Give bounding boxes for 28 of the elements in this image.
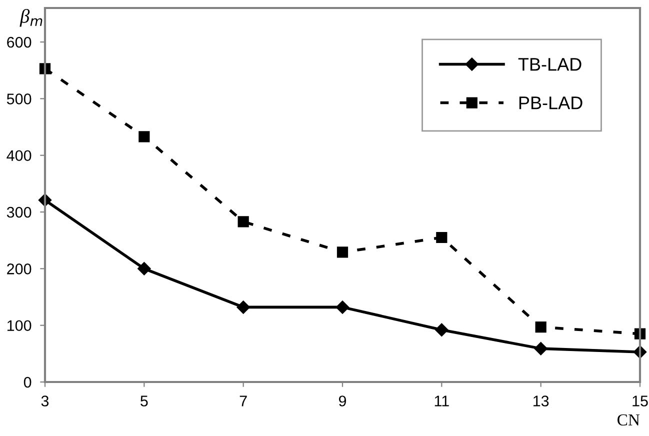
y-tick-label: 0 — [24, 376, 32, 388]
y-tick-label: 600 — [7, 36, 32, 48]
point — [336, 246, 348, 258]
x-tick-label: 7 — [240, 396, 247, 406]
legend-label: PB-LAD — [519, 96, 582, 110]
point — [435, 323, 448, 336]
point — [436, 232, 448, 244]
x-tick-label: 9 — [338, 396, 346, 406]
x-tick-label: 15 — [632, 396, 648, 406]
point — [336, 300, 350, 314]
y-tick-label: 300 — [6, 206, 32, 218]
point — [534, 342, 548, 356]
x-tick-label: 5 — [140, 396, 148, 406]
point — [138, 262, 151, 276]
point — [236, 300, 250, 314]
y-axis-title: β$_{m}$ — [20, 8, 42, 27]
y-tick-label: 400 — [6, 150, 32, 162]
point — [535, 321, 546, 333]
y-tick-label: 500 — [6, 94, 32, 104]
x-tick-label: 13 — [534, 396, 549, 406]
legend-label: TB-LAD — [518, 58, 582, 71]
point — [238, 216, 249, 228]
x-tick-label: 3 — [41, 396, 49, 406]
y-tick-label: 200 — [7, 264, 32, 274]
x-axis-title: CN — [618, 414, 640, 426]
y-tick-label: 100 — [7, 320, 32, 332]
x-tick-label: 11 — [434, 396, 449, 406]
point — [138, 131, 150, 142]
